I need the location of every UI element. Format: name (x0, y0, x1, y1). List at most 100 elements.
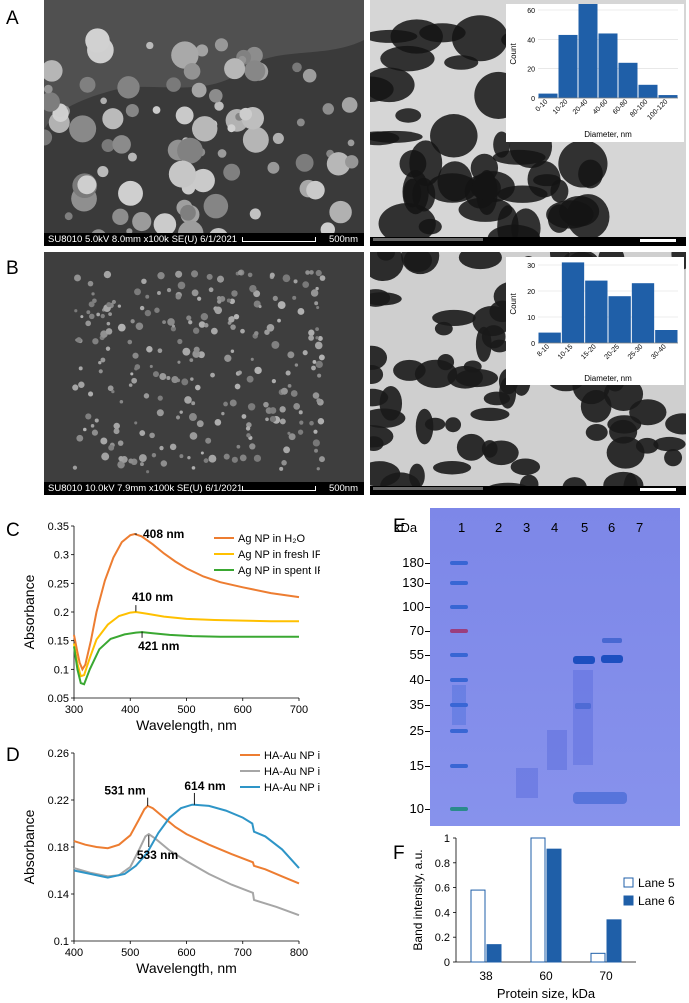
sem-b-particle (181, 378, 189, 386)
sem-b-scale: 500nm (328, 483, 358, 494)
sem-b-particle (87, 280, 94, 287)
histogram-y-tick: 60 (527, 8, 535, 15)
sem-b-particle (311, 365, 316, 371)
sem-b-particle (253, 454, 262, 462)
tem-b-particle (433, 460, 472, 475)
tem-a-particle (471, 175, 501, 200)
tem-b-particle (458, 252, 502, 270)
sem-image-a-texture (44, 0, 364, 246)
sem-b-particle (287, 351, 295, 359)
sem-a-particle (306, 180, 325, 200)
histogram-bar (598, 33, 618, 98)
sem-b-particle (151, 452, 157, 458)
gel-lane-label: 2 (495, 520, 503, 535)
sem-b-particle (280, 387, 288, 395)
tem-b-particle (609, 419, 638, 444)
sem-b-particle (254, 331, 259, 336)
tem-b-particle (665, 413, 686, 435)
sem-b-particle (234, 383, 241, 390)
sem-b-particle (100, 437, 108, 445)
sem-b-particle (312, 439, 320, 447)
sem-b-particle (72, 384, 79, 391)
sem-b-particle (237, 370, 242, 375)
sem-b-particle (191, 401, 196, 406)
sem-b-particle (314, 448, 318, 453)
gel-image (430, 508, 680, 826)
sem-b-particle (287, 384, 292, 388)
sem-b-particle (249, 443, 256, 450)
sem-b-particle (308, 329, 315, 336)
lane-5-smear (573, 670, 593, 765)
sem-b-particle (140, 462, 144, 467)
sem-b-particle (312, 360, 317, 364)
sem-b-particle (157, 395, 163, 401)
sem-b-particle (297, 308, 305, 315)
sem-b-particle (317, 373, 322, 378)
sem-b-particle (144, 309, 152, 317)
tem-a-particle (437, 161, 473, 202)
tem-b-particle (455, 368, 499, 388)
sem-b-particle (96, 312, 100, 317)
tem-b-particle (370, 252, 404, 282)
sem-b-particle (316, 467, 320, 471)
histogram-bar (585, 280, 608, 343)
sem-a-particle (125, 104, 139, 118)
sem-b-particle (317, 418, 325, 425)
sem-b-particle (100, 330, 108, 338)
sem-b-particle (206, 273, 213, 280)
sem-b-particle (247, 403, 256, 411)
sem-a-particle (152, 106, 161, 114)
tem-b-particle (409, 463, 425, 489)
panel-label-d: D (6, 745, 20, 766)
sem-b-particle (224, 354, 232, 362)
sem-a-particle (223, 163, 241, 181)
sem-a-particle (214, 101, 224, 111)
sem-a-particle (180, 204, 196, 221)
sem-b-particle (177, 281, 186, 290)
sem-b-particle (314, 301, 319, 306)
gel-lane-label: 3 (523, 520, 531, 535)
sem-b-particle (88, 301, 95, 308)
peak-label: 421 nm (138, 639, 179, 653)
panel-label-b: B (6, 258, 19, 279)
sem-a-particle (177, 137, 203, 164)
sem-b-particle (229, 316, 235, 321)
chart-y-tick: 0.25 (48, 578, 69, 590)
tem-b-particle (603, 377, 644, 411)
lane-6-band-60 (601, 655, 623, 663)
sem-b-particle (271, 379, 276, 384)
gel-marker-tick (425, 583, 430, 584)
sem-b-particle (288, 433, 296, 441)
sem-b-particle (184, 396, 192, 404)
legend-entry: Lane 5 (638, 876, 675, 890)
sem-b-particle (119, 399, 124, 404)
tem-a-particle (399, 150, 427, 178)
sem-b-particle (100, 357, 106, 363)
sem-b-particle (179, 410, 183, 414)
gel-marker-tick (425, 680, 430, 681)
sem-a-particle (118, 180, 143, 206)
tem-b-particle (470, 407, 510, 421)
tem-b-particle (415, 408, 434, 445)
chart-x-tick: 500 (177, 704, 195, 716)
panel-label-f: F (393, 843, 405, 864)
sem-b-particle (241, 414, 247, 419)
chart-x-tick: 70 (599, 969, 613, 983)
sem-a-particle (239, 107, 253, 121)
sem-b-particle (175, 270, 183, 278)
sem-b-particle (113, 428, 120, 435)
histogram-bar (561, 262, 585, 343)
chart-y-tick: 0.15 (48, 636, 69, 648)
ladder-band (450, 653, 468, 657)
sem-b-particle (169, 443, 177, 451)
sem-b-particle (190, 377, 194, 381)
sem-b-particle (315, 327, 319, 332)
sem-b-particle (143, 393, 150, 399)
tem-b-particle (653, 436, 686, 452)
sem-a-particle (112, 135, 131, 154)
sem-b-particle (188, 413, 197, 421)
histogram-bar (538, 332, 561, 343)
sem-b-particle (293, 403, 301, 410)
gel-marker-tick (425, 563, 430, 564)
